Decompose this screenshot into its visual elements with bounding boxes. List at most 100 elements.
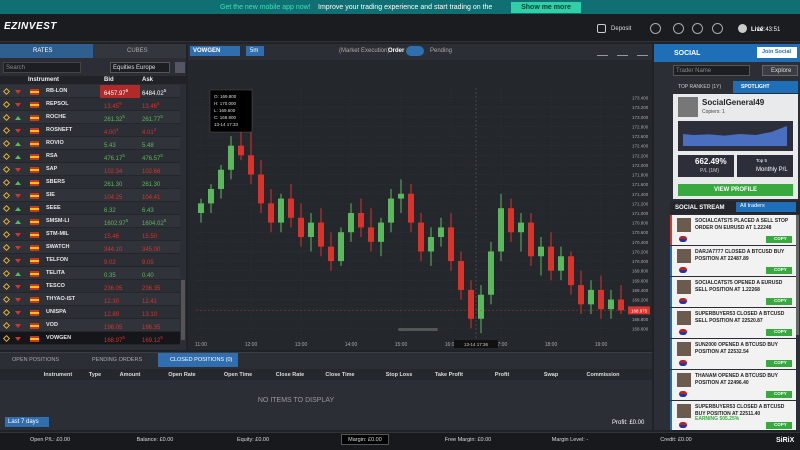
rate-row[interactable] [0, 98, 180, 111]
rate-row[interactable] [0, 293, 180, 306]
view-button[interactable] [678, 184, 793, 196]
x-tick-label: 18:00 [545, 342, 558, 348]
ask: 236.35 [142, 283, 160, 292]
y-tick-label: 170.800 [632, 221, 649, 226]
stream-text: SUPERBUYER53 CLOSED A BTCUSD BUY POSITIO… [695, 404, 785, 417]
copy-label[interactable]: COPY [774, 422, 787, 427]
copy-label[interactable]: COPY [774, 329, 787, 334]
rates-tab[interactable] [93, 44, 186, 58]
empty-message: NO ITEMS TO DISPLAY [257, 397, 335, 404]
rate-row[interactable] [0, 267, 180, 280]
rate-row[interactable] [0, 137, 180, 150]
account-icon[interactable] [738, 24, 747, 33]
rate-row[interactable] [0, 228, 180, 241]
header-icon[interactable] [692, 23, 703, 34]
timeframe-button[interactable] [246, 46, 264, 56]
social-tab-label[interactable]: TOP RANKED (1Y) [678, 84, 722, 90]
positions-tab[interactable] [158, 353, 238, 367]
copy-label[interactable]: COPY [774, 360, 787, 365]
profit-total: Profit: £0.00 [612, 420, 645, 426]
copy-button[interactable] [766, 329, 792, 336]
rate-row[interactable] [0, 111, 180, 124]
positions-tab-label[interactable]: OPEN POSITIONS [12, 357, 60, 363]
price-main: 12.41 [142, 299, 158, 305]
rates-tab-label[interactable]: CUBES [127, 48, 148, 54]
copy-label[interactable]: COPY [774, 391, 787, 396]
rate-row[interactable] [0, 254, 180, 267]
banner-button[interactable]: Show me more [511, 2, 581, 13]
ask: 261.775 [142, 114, 163, 123]
rates-tab-active[interactable] [0, 44, 93, 58]
copy-button[interactable] [766, 236, 792, 243]
positions-tab[interactable] [80, 353, 160, 367]
footer-item: Free Margin: £0.00 [444, 437, 492, 443]
copy-label[interactable]: COPY [774, 298, 787, 303]
y-tick-label: 171.800 [632, 173, 649, 178]
symbol-select[interactable] [190, 46, 240, 56]
rate-row[interactable] [0, 163, 180, 176]
header-icon[interactable] [673, 23, 684, 34]
search-box[interactable] [3, 62, 81, 73]
rate-row[interactable] [0, 215, 180, 228]
positions-tab-label[interactable]: PENDING ORDERS [92, 357, 143, 363]
stream-flag [679, 360, 687, 366]
rate-row[interactable] [0, 150, 180, 163]
candle-body [238, 145, 244, 156]
rate-row[interactable] [0, 319, 180, 332]
price-main: 12.89 [104, 312, 120, 318]
positions-tab[interactable] [0, 353, 80, 367]
deposit-icon[interactable] [597, 24, 606, 33]
bid: 5.43 [104, 140, 116, 149]
rates-tab-label[interactable]: RATES [33, 48, 53, 54]
rate-row[interactable] [0, 306, 180, 319]
rate-row[interactable] [0, 202, 180, 215]
group-select[interactable] [110, 62, 170, 73]
chart-tool[interactable] [637, 46, 648, 56]
trend-icon [15, 285, 21, 289]
grid-toggle[interactable] [175, 62, 185, 73]
rate-row[interactable] [0, 241, 180, 254]
rate-row[interactable] [0, 280, 180, 293]
rate-row[interactable] [0, 124, 180, 137]
copy-button[interactable] [766, 298, 792, 305]
copy-button[interactable] [766, 391, 792, 398]
copy-button[interactable] [766, 422, 792, 429]
social-tab-label[interactable]: SPOTLIGHT [741, 84, 770, 90]
social-tab[interactable] [673, 81, 733, 93]
trader-name[interactable]: SocialGeneral49 [702, 98, 765, 107]
copy-label[interactable]: COPY [774, 267, 787, 272]
trader-search[interactable] [673, 65, 750, 76]
copy-button[interactable] [766, 267, 792, 274]
copy-label[interactable]: COPY [774, 236, 787, 241]
copy-button[interactable] [766, 360, 792, 367]
explore-label[interactable]: Explore [771, 68, 792, 74]
order-toggle[interactable] [406, 46, 424, 56]
candle-body [228, 145, 234, 170]
bid: 261.30 [104, 179, 122, 188]
chart-tool[interactable] [597, 46, 608, 56]
social-tab-active[interactable] [733, 81, 798, 93]
y-tick-label: 169.800 [632, 269, 649, 274]
join-button[interactable] [757, 47, 797, 58]
positions-tab-label[interactable]: CLOSED POSITIONS (0) [170, 357, 233, 363]
join-label[interactable]: Join Social [762, 49, 792, 55]
price-main: 1604.02 [142, 221, 164, 227]
rate-row[interactable] [0, 176, 180, 189]
header-icon[interactable] [650, 23, 661, 34]
explore-button[interactable] [762, 65, 798, 76]
view-label[interactable]: VIEW PROFILE [714, 187, 758, 193]
stream-filter-label[interactable]: All traders [740, 203, 765, 209]
flag [30, 271, 39, 277]
stream-filter[interactable] [736, 202, 796, 212]
social-side-icon[interactable] [657, 47, 669, 59]
price-main: 13.46 [142, 104, 158, 110]
rate-row[interactable] [0, 332, 180, 345]
range[interactable]: Last 7 days [8, 419, 39, 425]
positions-column: Close Rate [275, 372, 305, 378]
header-icon[interactable] [712, 23, 723, 34]
deposit[interactable]: Deposit [611, 26, 632, 32]
rate-row[interactable] [0, 189, 180, 202]
range-select[interactable] [5, 417, 49, 427]
chart-tool[interactable] [617, 46, 628, 56]
